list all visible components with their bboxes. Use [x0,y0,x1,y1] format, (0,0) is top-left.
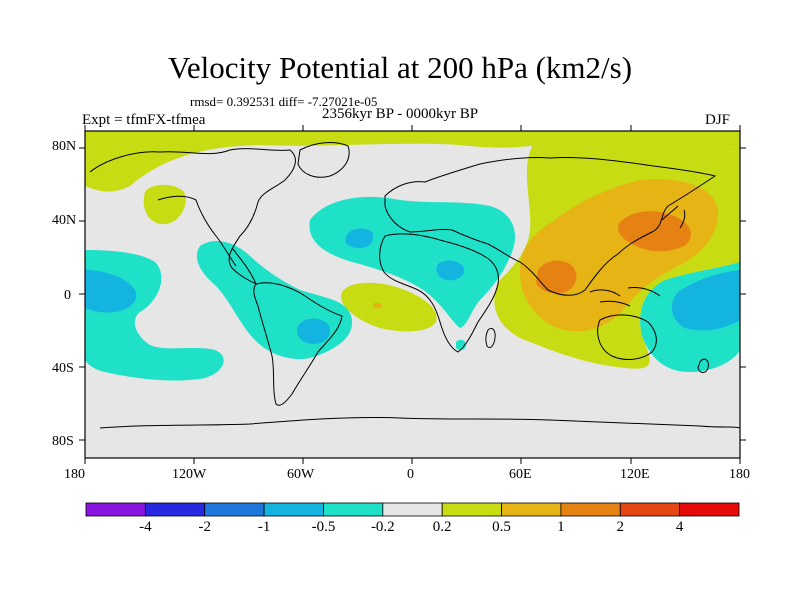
contour-region-orange [373,303,381,308]
colorbar-label: 1 [557,519,565,535]
lon-tick-label: 60W [287,467,315,482]
colorbar-swatch [144,502,206,517]
colorbar-label: -1 [257,519,271,535]
colorbar-label: -2 [198,519,211,535]
season-label: DJF [705,112,731,128]
contour-region-negative [456,339,466,351]
colorbar-label: 4 [675,519,684,535]
colorbar-swatch [204,502,265,517]
lon-tick-label: 0 [407,467,414,482]
colorbar-label: -0.5 [311,519,336,535]
coastline-north-america [89,148,296,286]
colorbar-label: 2 [616,519,625,535]
lat-tick-label: 0 [64,288,71,303]
lat-tick-label: 80N [52,139,77,154]
coastline-japan [661,205,686,229]
colorbar [85,502,740,517]
contour-region-positive [341,282,437,332]
axis-ticks [79,125,746,464]
period-label: 2356kyr BP - 0000kyr BP [321,106,479,122]
colorbar-swatch [679,502,740,517]
coastline-new-zealand [697,358,709,373]
lon-tick-label: 180 [729,467,750,482]
colorbar-label: 0.5 [492,519,511,535]
colorbar-swatch [263,502,324,517]
contour-region-dark-orange [536,260,577,294]
coastline-eurasia [384,156,717,296]
contour-field [85,131,740,458]
coastline-north-america-west [157,195,237,267]
colorbar-swatch [323,502,384,517]
colorbar-swatch [382,502,443,517]
lat-tick-label: 40S [52,361,74,376]
contour-region-positive [85,131,740,192]
chart-title: Velocity Potential at 200 hPa (km2/s) [167,50,633,85]
contour-region-dark-orange [617,211,691,252]
coastline-indonesia [589,287,661,307]
contour-region-blue [345,228,374,248]
lat-tick-label: 40N [52,213,77,228]
lon-tick-label: 120W [172,467,207,482]
contour-region-blue [297,318,331,344]
coastlines [89,142,740,429]
coastline-antarctica [99,416,740,429]
coastline-south-america [253,282,343,406]
contour-region-positive [143,184,186,225]
colorbar-swatch [441,502,502,517]
lat-tick-label: 80S [52,434,74,449]
colorbar-label: -4 [139,519,152,535]
coastline-australia [597,314,657,360]
colorbar-swatch [619,502,681,517]
lon-tick-label: 60E [509,467,532,482]
stats-line: rmsd= 0.392531 diff= -7.27021e-05 [190,94,378,109]
lon-tick-label: 180 [64,467,85,482]
contour-region-blue [85,270,137,313]
contour-region-blue [436,260,465,281]
lon-tick-label: 120E [620,467,650,482]
colorbar-label: 0.2 [432,519,452,535]
colorbar-swatch [560,502,621,517]
coastline-greenland [297,142,350,178]
coastline-africa [379,233,499,353]
colorbar-swatch [85,502,146,517]
experiment-label: Expt = tfmFX-tfmea [82,112,206,128]
contour-region-blue [671,270,740,331]
colorbar-swatch [501,502,562,517]
coastline-madagascar [485,327,496,349]
colorbar-label: -0.2 [370,519,395,535]
